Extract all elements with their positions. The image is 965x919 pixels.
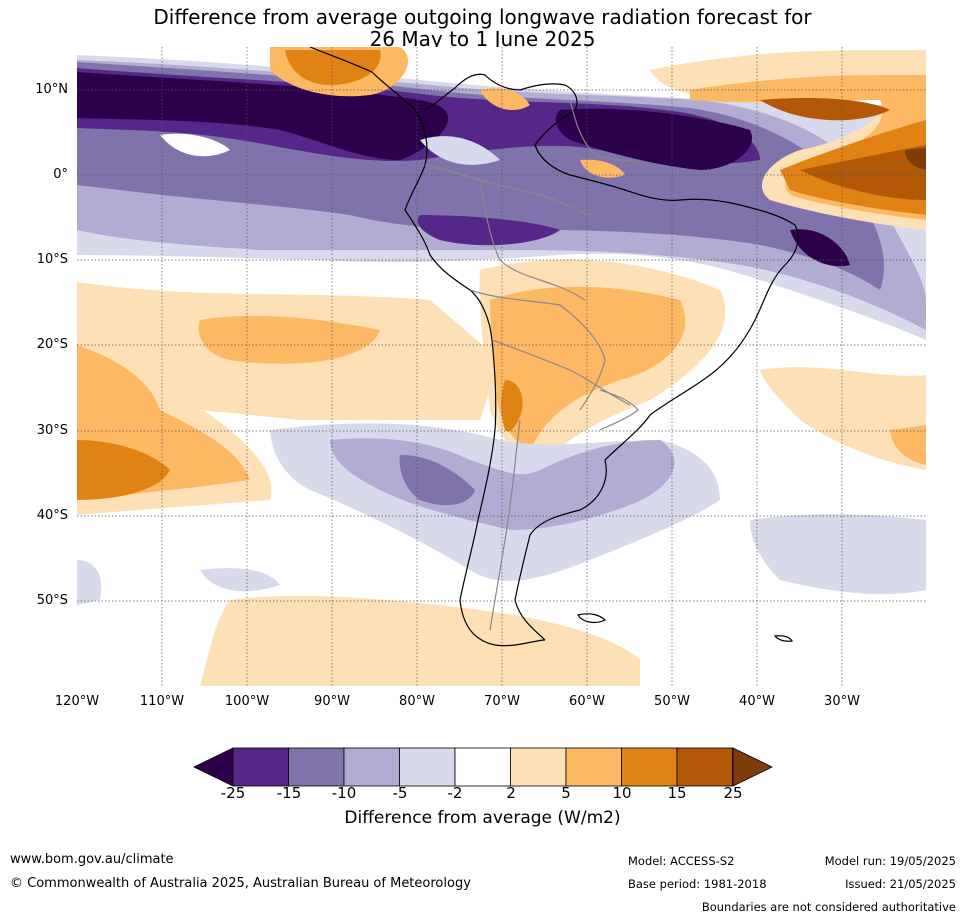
lat-label: 50°S <box>36 593 68 608</box>
lon-label: 30°W <box>824 694 860 709</box>
lat-label: 30°S <box>36 423 68 438</box>
lon-label: 60°W <box>569 694 605 709</box>
colorbar-tick: 2 <box>506 784 516 802</box>
colorbar-tick: 25 <box>723 784 743 802</box>
footer-model-run: Model run: 19/05/2025 <box>824 854 956 868</box>
colorbar-swatch <box>399 747 456 787</box>
lon-label: 80°W <box>399 694 435 709</box>
colorbar-swatch <box>676 747 733 787</box>
colorbar-swatch <box>510 747 567 787</box>
lat-label: 10°N <box>35 82 68 97</box>
footer-url[interactable]: www.bom.gov.au/climate <box>10 852 174 867</box>
colorbar <box>193 747 773 787</box>
map-title-line1: Difference from average outgoing longwav… <box>153 5 812 29</box>
lon-label: 120°W <box>54 694 100 709</box>
colorbar-swatch <box>565 747 622 787</box>
colorbar-overflow <box>732 747 773 787</box>
colorbar-tick: -2 <box>447 784 463 802</box>
colorbar-swatch <box>454 747 511 787</box>
coastline <box>309 47 799 647</box>
footer-disclaimer: Boundaries are not considered authoritat… <box>701 900 956 914</box>
colorbar-underflow <box>193 747 234 787</box>
colorbar-tick: 15 <box>667 784 687 802</box>
graticule <box>77 47 926 686</box>
lon-label: 70°W <box>484 694 520 709</box>
lon-label: 40°W <box>739 694 775 709</box>
colorbar-tick: -10 <box>331 784 357 802</box>
colorbar-tick: 10 <box>612 784 632 802</box>
lat-label: 20°S <box>36 337 68 352</box>
lon-label: 90°W <box>314 694 350 709</box>
colorbar-tick: 5 <box>561 784 571 802</box>
footer-copyright: © Commonwealth of Australia 2025, Austra… <box>10 876 471 891</box>
colorbar-swatch <box>232 747 289 787</box>
footer-base-period: Base period: 1981-2018 <box>628 877 767 891</box>
map-title-line2: 26 May to 1 June 2025 <box>369 27 596 51</box>
lat-label: 10°S <box>36 252 68 267</box>
anomaly-field <box>77 47 926 686</box>
lat-label: 40°S <box>36 508 68 523</box>
lon-label: 110°W <box>139 694 185 709</box>
lon-label: 100°W <box>224 694 270 709</box>
footer-issued: Issued: 21/05/2025 <box>845 877 956 891</box>
colorbar-tick: -25 <box>220 784 246 802</box>
colorbar-swatch <box>343 747 400 787</box>
footer-model: Model: ACCESS-S2 <box>628 854 735 868</box>
colorbar-tick: -15 <box>276 784 302 802</box>
lat-label: 0° <box>53 167 68 182</box>
country-boundaries <box>424 99 641 631</box>
colorbar-swatch <box>288 747 345 787</box>
lon-label: 50°W <box>654 694 690 709</box>
colorbar-swatch <box>621 747 678 787</box>
colorbar-label: Difference from average (W/m2) <box>344 808 621 828</box>
colorbar-tick: -5 <box>392 784 408 802</box>
